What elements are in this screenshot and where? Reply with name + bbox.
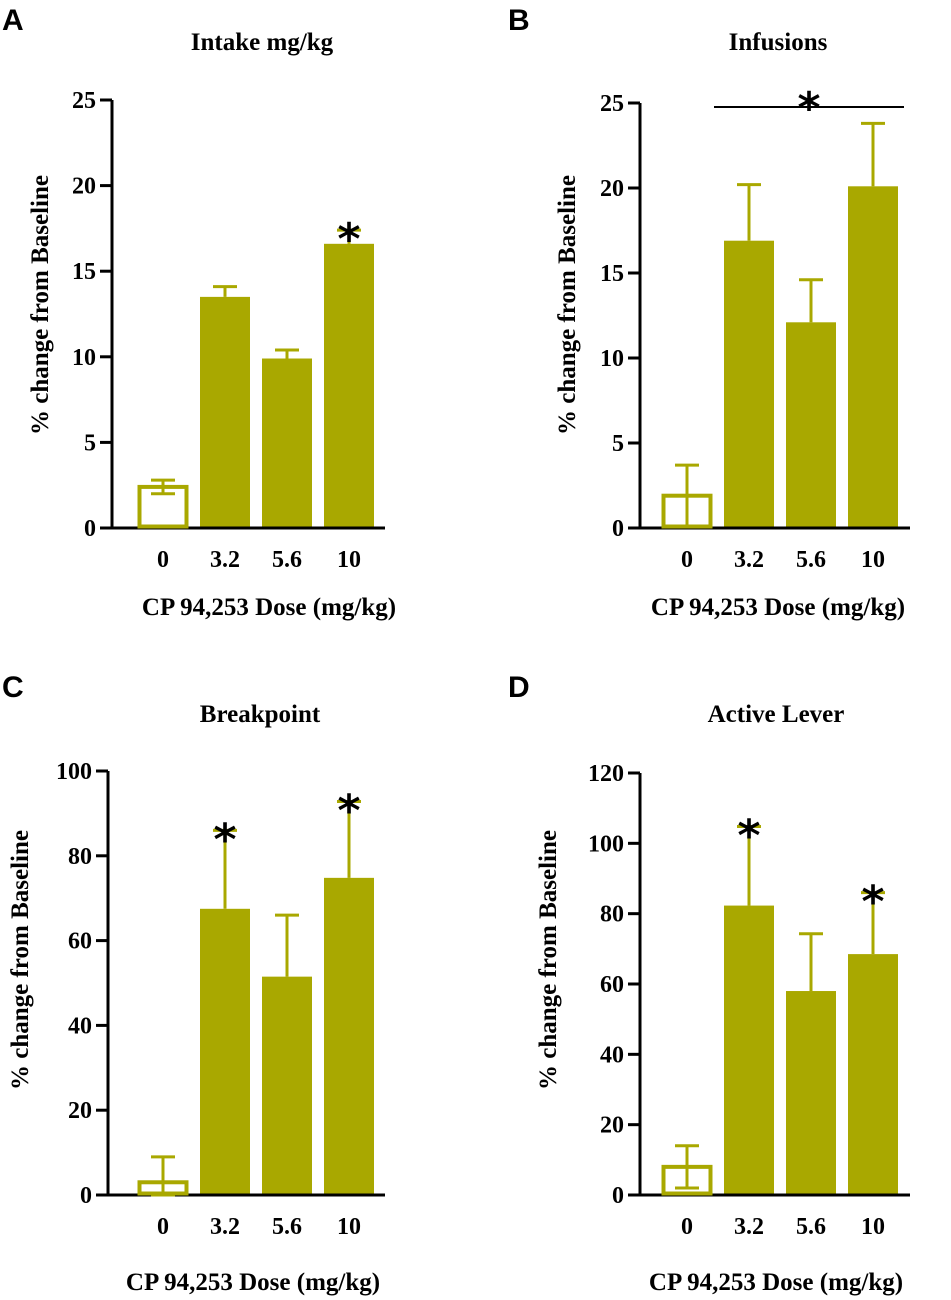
x-tick-label: 3.2 [734, 1214, 764, 1240]
x-tick-label: 10 [337, 1214, 361, 1240]
y-tick-label: 15 [72, 259, 96, 285]
x-tick-label: 0 [681, 547, 693, 573]
bar-10 [848, 186, 898, 527]
y-axis-label: % change from Baseline [27, 175, 54, 435]
x-tick-label: 10 [337, 547, 361, 573]
plot-area: 0 20 40 60 80 100 0 3.2 * 5.6 10 * [56, 759, 385, 1240]
y-axis-label: % change from Baseline [554, 175, 581, 435]
y-tick-label: 20 [600, 1113, 624, 1139]
x-tick-label: 5.6 [796, 547, 826, 573]
bar-0 [137, 1180, 189, 1196]
chart-title: Active Lever [708, 701, 845, 728]
chart-title: Intake mg/kg [191, 29, 334, 56]
x-axis-label: CP 94,253 Dose (mg/kg) [651, 594, 905, 621]
y-axis-label: % change from Baseline [535, 830, 562, 1090]
chart-title: Breakpoint [200, 701, 321, 728]
y-tick-label: 0 [80, 1183, 92, 1209]
y-tick-label: 5 [612, 431, 624, 457]
bar-10 [324, 243, 374, 527]
x-tick-label: 3.2 [210, 547, 240, 573]
y-tick-label: 80 [600, 902, 624, 928]
x-axis-label: CP 94,253 Dose (mg/kg) [142, 594, 396, 621]
significance-star: * [737, 810, 760, 861]
y-tick-label: 0 [84, 516, 96, 542]
x-tick-label: 3.2 [734, 547, 764, 573]
bar-3.2 [200, 908, 250, 1194]
y-tick-label: 20 [72, 174, 96, 200]
x-axis-label: CP 94,253 Dose (mg/kg) [649, 1269, 903, 1296]
x-tick-label: 0 [157, 1214, 169, 1240]
y-tick-label: 0 [612, 1183, 624, 1209]
bar-10 [324, 877, 374, 1194]
panel-c: C Breakpoint % change from Baseline CP 9… [2, 671, 385, 1296]
y-tick-label: 40 [600, 1042, 624, 1068]
bar-5.6 [786, 322, 836, 527]
y-tick-label: 40 [68, 1013, 92, 1039]
panel-d: D Active Lever % change from Baseline CP… [508, 671, 910, 1296]
y-tick-label: 25 [72, 88, 96, 114]
panel-letter: D [508, 671, 530, 704]
significance-star: * [797, 83, 820, 134]
x-tick-label: 0 [681, 1214, 693, 1240]
y-tick-label: 20 [68, 1098, 92, 1124]
y-tick-label: 10 [600, 346, 624, 372]
bar-3.2 [200, 296, 250, 527]
plot-area: 0 5 10 15 20 25 0 3.2 5.6 10 * [600, 83, 910, 573]
x-tick-label: 10 [861, 1214, 885, 1240]
x-tick-label: 10 [861, 547, 885, 573]
y-tick-label: 60 [68, 929, 92, 955]
bar-3.2 [724, 905, 774, 1194]
y-tick-label: 80 [68, 844, 92, 870]
x-tick-label: 3.2 [210, 1214, 240, 1240]
plot-area: 0 20 40 60 80 100 120 0 3.2 * 5.6 10 * [588, 761, 910, 1240]
panel-b: B Infusions % change from Baseline CP 94… [508, 4, 910, 621]
panel-letter: C [2, 671, 24, 704]
y-axis-label: % change from Baseline [7, 830, 34, 1090]
y-tick-label: 60 [600, 972, 624, 998]
x-axis-label: CP 94,253 Dose (mg/kg) [126, 1269, 380, 1296]
y-tick-label: 20 [600, 176, 624, 202]
panel-letter: A [2, 4, 24, 37]
y-tick-label: 15 [600, 261, 624, 287]
chart-title: Infusions [729, 29, 828, 56]
bar-3.2 [724, 240, 774, 527]
significance-star: * [337, 786, 360, 837]
bar-5.6 [786, 991, 836, 1194]
panel-letter: B [508, 4, 530, 37]
x-tick-label: 5.6 [272, 1214, 302, 1240]
x-tick-label: 5.6 [796, 1214, 826, 1240]
significance-star: * [213, 814, 236, 865]
y-tick-label: 0 [612, 516, 624, 542]
y-tick-label: 10 [72, 345, 96, 371]
bar-5.6 [262, 976, 312, 1194]
significance-star: * [861, 877, 884, 928]
y-tick-label: 100 [56, 759, 92, 785]
bar-0 [661, 1164, 713, 1196]
bar-5.6 [262, 358, 312, 527]
bar-10 [848, 954, 898, 1194]
y-tick-label: 5 [84, 430, 96, 456]
bar-0 [137, 484, 189, 529]
y-tick-label: 25 [600, 91, 624, 117]
y-tick-label: 100 [588, 831, 624, 857]
x-tick-label: 0 [157, 547, 169, 573]
plot-area: 0 5 10 15 20 25 0 3.2 5.6 10 * [72, 88, 385, 573]
panel-a: A Intake mg/kg % change from Baseline CP… [2, 4, 396, 621]
x-tick-label: 5.6 [272, 547, 302, 573]
significance-star: * [337, 214, 360, 265]
bar-0 [661, 493, 713, 529]
y-tick-label: 120 [588, 761, 624, 787]
